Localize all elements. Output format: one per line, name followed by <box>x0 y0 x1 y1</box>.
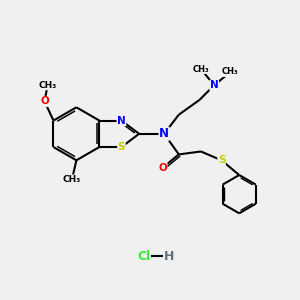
Text: H: H <box>164 250 174 262</box>
Text: N: N <box>210 80 218 90</box>
Text: CH₃: CH₃ <box>63 175 81 184</box>
Text: S: S <box>118 142 125 152</box>
Text: O: O <box>40 96 49 106</box>
Text: CH₃: CH₃ <box>193 64 209 74</box>
Text: O: O <box>158 163 167 173</box>
Text: S: S <box>218 155 225 165</box>
Text: N: N <box>159 127 169 140</box>
Text: N: N <box>117 116 126 126</box>
Text: Cl: Cl <box>137 250 151 262</box>
Text: CH₃: CH₃ <box>222 68 239 76</box>
Text: CH₃: CH₃ <box>38 81 57 90</box>
